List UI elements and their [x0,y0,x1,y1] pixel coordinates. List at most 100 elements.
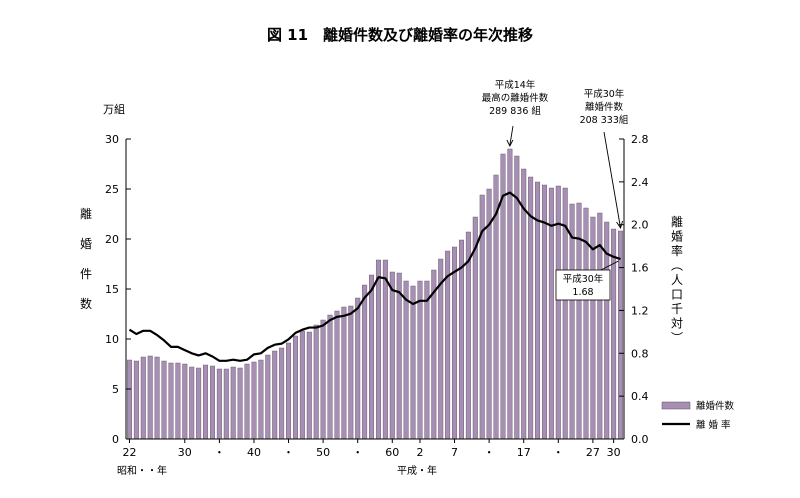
right-tick-label: 1.6 [631,262,649,275]
bar [154,356,160,440]
x-era-label-heisei: 平成・年 [397,464,437,477]
bar [209,365,215,440]
right-axis-label-char: ︶ [671,331,683,345]
bar [410,285,416,440]
right-axis-ticks: 0.0 0.4 0.8 1.2 1.6 2.0 2.4 2.8 [619,133,649,446]
bar [396,272,402,440]
bar [306,331,312,440]
right-tick-label: 0.8 [631,347,649,360]
bar [355,297,361,440]
bar [203,364,209,440]
left-axis-label-char: 婚 [80,237,92,251]
x-tick-label: ・ [553,446,564,459]
right-tick-label: 2.4 [631,176,649,189]
line-series [128,191,621,362]
x-tick-label: ・ [484,446,495,459]
legend-line-label: 離 婚 率 [696,419,731,431]
bar [292,335,298,440]
right-axis-label-char: ︵ [671,259,683,273]
bar [272,350,278,440]
bar [196,367,202,440]
right-tick-label: 2.0 [631,219,649,232]
bar [161,360,167,440]
annotation-peak-text: 最高の離婚件数 [482,92,549,104]
annotation-h30-count-text: 208 333組 [580,114,629,126]
bar [417,280,423,440]
bar [569,203,575,440]
bar [320,319,326,440]
x-tick-label: 27 [586,446,600,459]
bar [140,356,146,440]
bar [327,314,333,440]
bar-series [126,148,624,440]
x-tick-label: ・ [352,446,363,459]
right-tick-label: 0.4 [631,390,649,403]
bar [251,361,257,440]
bar [168,362,174,440]
bar [334,310,340,440]
x-tick-label: ・ [283,446,294,459]
bar [258,359,264,440]
right-axis-label-char: 口 [671,288,683,302]
annotation-peak-text: 平成14年 [495,79,536,91]
x-tick-label: 40 [247,446,261,459]
chart-title: 図 11 離婚件数及び離婚率の年次推移 [267,26,533,44]
bar [369,274,375,440]
legend-bar-swatch [661,401,691,410]
bar [279,347,285,440]
bar [618,230,624,440]
bar [237,367,243,440]
bar [189,366,195,440]
bar [341,306,347,440]
bar [382,259,388,440]
legend-bar-label: 離婚件数 [696,400,735,412]
annotation-peak-text: 289 836 組 [489,105,541,117]
x-tick-label: 30 [178,446,192,459]
x-tick-label: 50 [316,446,330,459]
x-axis-ticks: 22 30 ・ 40 ・ 50 ・ 60 2 7 ・ 17 ・ 27 30 [122,439,621,459]
annotation-h30-count-text: 離婚件数 [585,101,624,113]
right-axis-label-char: 離 [671,215,683,229]
bar [216,368,222,440]
left-tick-label: 0 [112,433,119,446]
left-tick-label: 15 [105,283,119,296]
annotation-peak-arrowhead [506,139,514,148]
x-tick-label: 30 [607,446,621,459]
bar [299,330,305,440]
annotation-h30-count-text: 平成30年 [584,88,625,100]
right-tick-label: 0.0 [631,433,649,446]
x-era-label-showa: 昭和・・年 [117,464,167,477]
x-tick-label: 60 [385,446,399,459]
bar [265,354,271,440]
left-axis-ticks: 0 5 10 15 20 25 30 [105,133,131,446]
left-axis-label-char: 件 [80,267,92,281]
bar [286,342,292,440]
annotation-h30-rate-arrow [600,260,619,271]
bar [230,366,236,440]
bar [375,259,381,440]
annotation-h30-rate-box [555,269,611,301]
left-tick-label: 20 [105,233,119,246]
annotation-h30-rate-text: 平成30年 [563,273,604,285]
x-tick-label: 2 [416,446,423,459]
divorce-rate-line [128,191,621,362]
x-tick-label: ・ [214,446,225,459]
x-tick-label: 17 [517,446,531,459]
bar [175,362,181,440]
right-axis-label-char: 婚 [671,230,683,244]
left-axis-unit: 万組 [103,103,125,116]
bar [403,280,409,440]
annotation-h30-rate-text: 1.68 [572,287,593,298]
bar [424,280,430,440]
left-tick-label: 25 [105,183,119,196]
bar [126,359,132,440]
annotation-peak-arrow [509,125,514,146]
left-tick-label: 30 [105,133,119,146]
bar [389,271,395,440]
bar [313,324,319,440]
x-tick-label: 7 [451,446,458,459]
